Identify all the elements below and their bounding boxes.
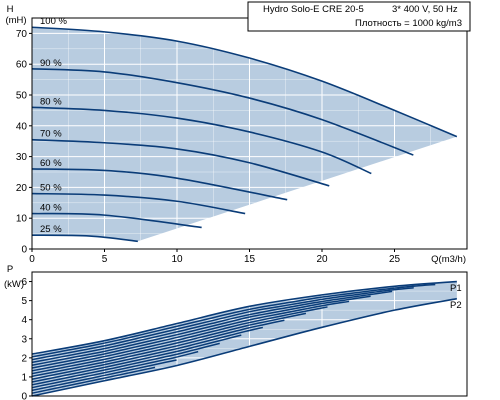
speed-curve-40 xyxy=(31,212,202,229)
y-tick-label: 5 xyxy=(21,296,27,307)
y-tick-label: 60 xyxy=(16,60,28,71)
speed-curve-50 xyxy=(31,192,246,215)
power-curve xyxy=(31,312,307,375)
x-tick-label: 25 xyxy=(389,254,401,265)
power-curve xyxy=(31,306,328,372)
y-tick-label: 6 xyxy=(21,277,27,288)
speed-curve-25 xyxy=(31,234,138,243)
power-curve xyxy=(31,319,285,378)
title-density: Плотность = 1000 kg/m3 xyxy=(355,18,462,29)
speed-curve-80 xyxy=(31,106,372,175)
y-tick-label: 20 xyxy=(16,183,28,194)
title-pump-model: Hydro Solo-E CRE 20-5 xyxy=(263,4,364,15)
y-tick-label: 4 xyxy=(21,315,27,326)
x-tick-label: 10 xyxy=(171,254,183,265)
title-voltage: 3* 400 V, 50 Hz xyxy=(392,4,458,15)
speed-label: 40 % xyxy=(40,203,62,214)
power-curve xyxy=(31,290,393,364)
speed-label: 80 % xyxy=(40,96,62,107)
y-tick-label: 70 xyxy=(16,29,28,40)
power-curve xyxy=(31,342,220,386)
x-axis-label: Q(m3/h) xyxy=(431,254,466,265)
power-curve xyxy=(31,326,264,380)
power-curve xyxy=(31,283,436,358)
y-tick-label: 40 xyxy=(16,121,28,132)
power-curve xyxy=(31,350,199,389)
y-tick-label: 10 xyxy=(16,214,28,225)
power-curve-p1 xyxy=(31,280,457,355)
power-curve xyxy=(31,300,350,369)
x-tick-label: 0 xyxy=(29,254,35,265)
speed-label: 50 % xyxy=(40,183,62,194)
y-tick-label: 30 xyxy=(16,152,28,163)
x-tick-label: 20 xyxy=(316,254,328,265)
y-axis-label: H xyxy=(7,4,14,15)
speed-label: 60 % xyxy=(40,158,62,169)
power-curve xyxy=(31,366,156,394)
series-label-p2: P2 xyxy=(450,300,462,311)
power-curve xyxy=(31,359,177,392)
y-tick-label: 50 xyxy=(16,91,28,102)
y-axis-unit: (mH) xyxy=(5,15,26,26)
y-axis-label: P xyxy=(7,264,13,275)
speed-curve-60 xyxy=(31,168,288,201)
speed-label: 25 % xyxy=(40,224,62,235)
power-curve-p2 xyxy=(31,297,457,397)
speed-curve-70 xyxy=(31,138,330,187)
power-curve xyxy=(31,295,371,366)
plot-frame-bottom xyxy=(31,271,468,397)
y-tick-label: 0 xyxy=(21,245,27,256)
title-box xyxy=(247,1,471,32)
x-tick-label: 15 xyxy=(244,254,256,265)
speed-curve-90 xyxy=(31,68,414,156)
speed-label: 100 % xyxy=(40,16,67,27)
y-tick-label: 3 xyxy=(21,334,27,345)
y-tick-label: 0 xyxy=(21,392,27,400)
y-tick-label: 2 xyxy=(21,353,27,364)
power-curve xyxy=(31,334,242,383)
series-label-p1: P1 xyxy=(450,283,462,294)
y-axis-unit: (kW) xyxy=(4,279,24,290)
y-tick-label: 1 xyxy=(21,372,27,383)
speed-label: 90 % xyxy=(40,58,62,69)
speed-curve-100 xyxy=(31,26,458,138)
power-curve xyxy=(31,286,414,361)
speed-label: 70 % xyxy=(40,129,62,140)
x-tick-label: 5 xyxy=(102,254,108,265)
